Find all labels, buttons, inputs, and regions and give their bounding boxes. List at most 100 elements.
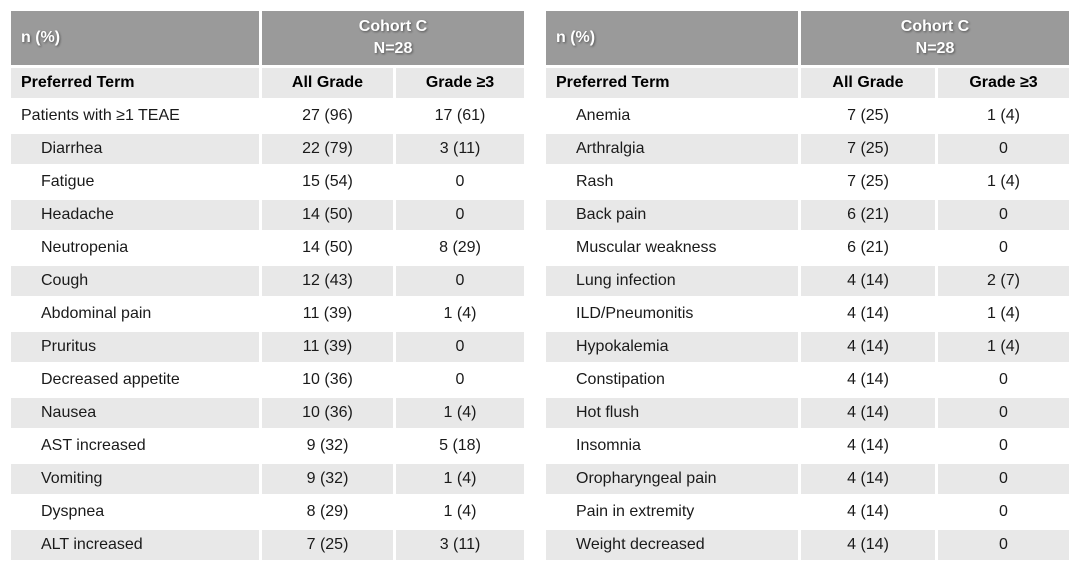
all-grade-value-cell: 11 (39): [262, 332, 393, 362]
grade-ge3-value-cell: 1 (4): [938, 167, 1069, 197]
grade-ge3-value-cell: 0: [396, 332, 524, 362]
col-header-preferred-term: Preferred Term: [11, 68, 259, 98]
all-grade-value-cell: 4 (14): [801, 266, 935, 296]
preferred-term-cell: Diarrhea: [11, 134, 259, 164]
grade-ge3-value-cell: 1 (4): [396, 299, 524, 329]
table-row: Arthralgia 7 (25) 0: [546, 134, 1069, 164]
cohort-n: N=28: [915, 40, 955, 57]
preferred-term-cell: AST increased: [11, 431, 259, 461]
unit-label: n (%): [11, 11, 259, 65]
all-grade-value-cell: 7 (25): [801, 101, 935, 131]
grade-ge3-value-cell: 0: [396, 200, 524, 230]
table-row: Anemia 7 (25) 1 (4): [546, 101, 1069, 131]
col-header-grade-ge3: Grade ≥3: [396, 68, 524, 98]
preferred-term-cell: Hot flush: [546, 398, 798, 428]
grade-ge3-value-cell: 17 (61): [396, 101, 524, 131]
grade-ge3-value-cell: 0: [938, 464, 1069, 494]
table-row: Vomiting 9 (32) 1 (4): [11, 464, 524, 494]
grade-ge3-value-cell: 0: [938, 200, 1069, 230]
preferred-term-cell: Weight decreased: [546, 530, 798, 560]
cohort-n: N=28: [373, 40, 413, 57]
column-header-row: Preferred Term All Grade Grade ≥3: [11, 68, 524, 98]
all-grade-value-cell: 4 (14): [801, 464, 935, 494]
preferred-term-cell: Fatigue: [11, 167, 259, 197]
all-grade-value-cell: 4 (14): [801, 299, 935, 329]
all-grade-value-cell: 9 (32): [262, 464, 393, 494]
preferred-term-cell: Pain in extremity: [546, 497, 798, 527]
grade-ge3-value-cell: 1 (4): [396, 497, 524, 527]
grade-ge3-value-cell: 8 (29): [396, 233, 524, 263]
all-grade-value-cell: 10 (36): [262, 365, 393, 395]
preferred-term-cell: Oropharyngeal pain: [546, 464, 798, 494]
grade-ge3-value-cell: 0: [938, 134, 1069, 164]
all-grade-value-cell: 7 (25): [801, 134, 935, 164]
grade-ge3-value-cell: 5 (18): [396, 431, 524, 461]
table-row: Diarrhea 22 (79) 3 (11): [11, 134, 524, 164]
all-grade-value-cell: 6 (21): [801, 233, 935, 263]
column-header-row: Preferred Term All Grade Grade ≥3: [546, 68, 1069, 98]
table-row: Dyspnea 8 (29) 1 (4): [11, 497, 524, 527]
preferred-term-cell: Vomiting: [11, 464, 259, 494]
table-row: Constipation 4 (14) 0: [546, 365, 1069, 395]
all-grade-value-cell: 9 (32): [262, 431, 393, 461]
preferred-term-cell: Hypokalemia: [546, 332, 798, 362]
grade-ge3-value-cell: 1 (4): [396, 464, 524, 494]
all-grade-value-cell: 22 (79): [262, 134, 393, 164]
all-grade-value-cell: 15 (54): [262, 167, 393, 197]
preferred-term-cell: Patients with ≥1 TEAE: [11, 101, 259, 131]
all-grade-value-cell: 4 (14): [801, 398, 935, 428]
table-row: Headache 14 (50) 0: [11, 200, 524, 230]
preferred-term-cell: Insomnia: [546, 431, 798, 461]
all-grade-value-cell: 10 (36): [262, 398, 393, 428]
cohort-header: Cohort C N=28: [801, 11, 1069, 65]
table-row: Lung infection 4 (14) 2 (7): [546, 266, 1069, 296]
table-row: Muscular weakness 6 (21) 0: [546, 233, 1069, 263]
cohort-name: Cohort C: [358, 18, 428, 36]
all-grade-value-cell: 11 (39): [262, 299, 393, 329]
table-row: Weight decreased 4 (14) 0: [546, 530, 1069, 560]
all-grade-value-cell: 27 (96): [262, 101, 393, 131]
all-grade-value-cell: 4 (14): [801, 332, 935, 362]
table-row: Fatigue 15 (54) 0: [11, 167, 524, 197]
table-row: Hot flush 4 (14) 0: [546, 398, 1069, 428]
grade-ge3-value-cell: 0: [938, 398, 1069, 428]
table-row: Hypokalemia 4 (14) 1 (4): [546, 332, 1069, 362]
cohort-header: Cohort C N=28: [262, 11, 524, 65]
all-grade-value-cell: 14 (50): [262, 233, 393, 263]
col-header-all-grade: All Grade: [262, 68, 393, 98]
table-row: Decreased appetite 10 (36) 0: [11, 365, 524, 395]
all-grade-value-cell: 4 (14): [801, 497, 935, 527]
preferred-term-cell: Rash: [546, 167, 798, 197]
unit-label: n (%): [546, 11, 798, 65]
preferred-term-cell: Abdominal pain: [11, 299, 259, 329]
table-row: ALT increased 7 (25) 3 (11): [11, 530, 524, 560]
all-grade-value-cell: 8 (29): [262, 497, 393, 527]
all-grade-value-cell: 4 (14): [801, 365, 935, 395]
preferred-term-cell: Neutropenia: [11, 233, 259, 263]
table-row: AST increased 9 (32) 5 (18): [11, 431, 524, 461]
all-grade-value-cell: 4 (14): [801, 530, 935, 560]
all-grade-value-cell: 7 (25): [801, 167, 935, 197]
teae-table-left: n (%) Cohort C N=28 Preferred Term All Gr…: [8, 8, 527, 563]
all-grade-value-cell: 7 (25): [262, 530, 393, 560]
grade-ge3-value-cell: 1 (4): [938, 101, 1069, 131]
grade-ge3-value-cell: 2 (7): [938, 266, 1069, 296]
grade-ge3-value-cell: 0: [396, 365, 524, 395]
table-row: Abdominal pain 11 (39) 1 (4): [11, 299, 524, 329]
table-body: Patients with ≥1 TEAE 27 (96) 17 (61) Diarr…: [11, 101, 524, 560]
cohort-name: Cohort C: [900, 18, 970, 36]
preferred-term-cell: Dyspnea: [11, 497, 259, 527]
preferred-term-cell: Nausea: [11, 398, 259, 428]
grade-ge3-value-cell: 3 (11): [396, 530, 524, 560]
preferred-term-cell: ILD/Pneumonitis: [546, 299, 798, 329]
table-row: ILD/Pneumonitis 4 (14) 1 (4): [546, 299, 1069, 329]
col-header-all-grade: All Grade: [801, 68, 935, 98]
table-row: Insomnia 4 (14) 0: [546, 431, 1069, 461]
teae-table-right: n (%) Cohort C N=28 Preferred Term All Gr…: [543, 8, 1072, 563]
table-row: Cough 12 (43) 0: [11, 266, 524, 296]
preferred-term-cell: ALT increased: [11, 530, 259, 560]
preferred-term-cell: Anemia: [546, 101, 798, 131]
grade-ge3-value-cell: 3 (11): [396, 134, 524, 164]
preferred-term-cell: Back pain: [546, 200, 798, 230]
table-body: Anemia 7 (25) 1 (4) Arthralgia 7 (25) 0 Rash 7 …: [546, 101, 1069, 560]
